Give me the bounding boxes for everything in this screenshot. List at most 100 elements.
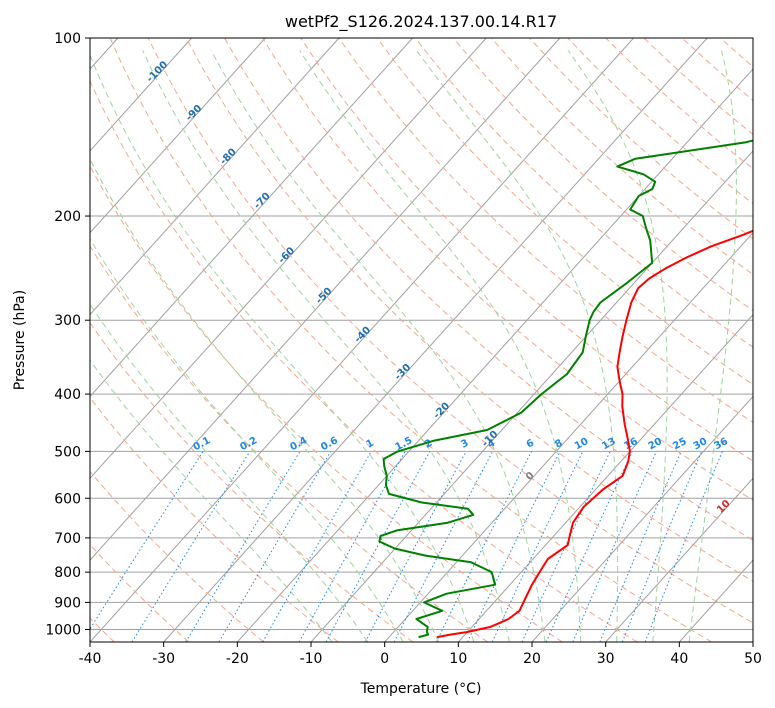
isotherm-line	[457, 313, 753, 642]
dry-adiabat-line	[681, 38, 753, 102]
adiabat-label: -20	[432, 401, 453, 422]
dry-adiabat-line	[719, 38, 753, 68]
dry-adiabat-line	[567, 38, 753, 205]
y-tick-label: 900	[54, 595, 81, 611]
mixing-ratio-label: 3	[459, 438, 470, 451]
dry-adiabat-line	[529, 38, 753, 240]
moist-adiabat-line	[416, 50, 619, 642]
dry-adiabat-line	[376, 38, 753, 386]
x-tick-label: -10	[300, 651, 323, 667]
mixing-ratio-label: 20	[647, 436, 664, 452]
mixing-ratio-line	[545, 451, 633, 642]
mixing-ratio-line	[644, 451, 723, 642]
mixing-ratio-label: 30	[692, 436, 709, 452]
moist-adiabat-line	[90, 158, 439, 642]
dry-adiabat-line	[147, 38, 753, 624]
dry-adiabat-line	[643, 38, 753, 135]
adiabat-label: 10	[715, 498, 733, 516]
isotherm-line	[90, 38, 340, 316]
mixing-ratio-line	[572, 451, 657, 642]
adiabat-label: -80	[218, 147, 239, 168]
dry-adiabat-line	[90, 470, 264, 642]
moist-adiabat-line	[90, 359, 333, 642]
isotherm-line	[90, 38, 561, 561]
dry-adiabat-line	[262, 38, 753, 501]
dry-adiabat-line	[90, 396, 339, 642]
adiabat-label: -60	[277, 245, 298, 266]
mixing-ratio-label: 8	[553, 438, 564, 451]
x-tick-label: 30	[597, 651, 615, 667]
isotherm-line	[531, 395, 753, 642]
dry-adiabat-line	[605, 38, 753, 170]
isotherm-line	[90, 38, 192, 152]
x-tick-label: -20	[226, 651, 249, 667]
mixing-ratio-line	[90, 451, 204, 630]
adiabat-label: -100	[145, 59, 171, 85]
y-tick-label: 800	[54, 565, 81, 581]
dry-adiabat-line	[452, 38, 753, 312]
dewpoint-profile	[378, 139, 753, 639]
moist-adiabat-line	[90, 238, 404, 642]
x-axis-title: Temperature (°C)	[360, 681, 482, 697]
profile-lines	[378, 139, 753, 639]
dry-adiabat-line	[414, 38, 753, 348]
y-axis-title: Pressure (hPa)	[12, 290, 28, 390]
moist-adiabat-line	[142, 50, 510, 642]
isotherm-line	[605, 477, 753, 642]
moist-adiabat-line	[210, 50, 546, 642]
adiabat-label: -10	[480, 429, 501, 450]
mixing-ratio-label: 0.6	[319, 435, 340, 453]
mixing-ratio-line	[491, 451, 584, 642]
mixing-ratio-label: 0.1	[191, 435, 212, 453]
adiabat-label: -40	[353, 325, 374, 346]
mixing-ratio-line	[467, 451, 561, 642]
mixing-ratio-line	[131, 451, 251, 642]
plot-frame	[89, 37, 754, 643]
isotherm-line	[90, 38, 487, 480]
mixing-ratio-line	[325, 451, 431, 642]
dry-adiabat-line	[109, 38, 712, 642]
dry-adiabat-line	[90, 245, 488, 642]
mixing-ratio-line	[599, 451, 682, 642]
y-tick-label: 700	[54, 531, 81, 547]
moist-adiabat-line	[90, 303, 369, 642]
x-tick-label: -30	[152, 651, 175, 667]
x-tick-label: 50	[744, 651, 762, 667]
isotherm-line	[163, 38, 708, 642]
adiabat-label: 20	[763, 527, 775, 545]
dry-adiabat-line	[90, 322, 414, 642]
x-tick-label: 20	[523, 651, 541, 667]
mixing-ratio-label: 10	[573, 436, 590, 452]
adiabat-label: 0	[524, 470, 537, 483]
moist-adiabat-line	[688, 50, 737, 642]
adiabat-label: -50	[314, 286, 335, 307]
y-tick-label: 1000	[45, 622, 81, 638]
y-axis-ticks: 100 200 300 400 500 600 700 800 900 1000	[45, 31, 90, 638]
y-tick-label: 200	[54, 209, 81, 225]
isotherm-line	[310, 150, 753, 642]
line-labels: 0.1 0.2 0.4 0.6 1 1.5 2 3 4 6 8 10 13 16 20 25 30 36-100-…	[145, 59, 775, 545]
y-tick-label: 600	[54, 491, 81, 507]
moist-adiabat-line	[90, 53, 475, 642]
y-tick-label: 100	[54, 31, 81, 47]
x-tick-label: 10	[449, 651, 467, 667]
y-tick-label: 300	[54, 313, 81, 329]
mixing-ratio-line	[621, 451, 703, 642]
y-tick-label: 500	[54, 444, 81, 460]
x-tick-label: 0	[380, 651, 389, 667]
temperature-profile	[436, 229, 753, 639]
moist-adiabat-line	[567, 50, 668, 642]
x-axis-ticks: -40 -30 -20 -10 0 10 20 30 40 50	[79, 642, 762, 667]
adiabat-label: -70	[252, 191, 273, 212]
mixing-ratio-label: 6	[525, 438, 536, 451]
mixing-ratio-label: 1	[365, 438, 376, 451]
isotherm-line	[384, 231, 753, 642]
isotherm-line	[90, 38, 634, 642]
mixing-ratio-line	[298, 451, 406, 642]
mixing-ratio-label: 16	[622, 436, 639, 452]
mixing-ratio-label: 25	[671, 436, 688, 452]
mixing-ratio-line	[262, 451, 372, 642]
isotherm-line	[752, 641, 753, 642]
chart-title: wetPf2_S126.2024.137.00.14.R17	[285, 12, 557, 32]
